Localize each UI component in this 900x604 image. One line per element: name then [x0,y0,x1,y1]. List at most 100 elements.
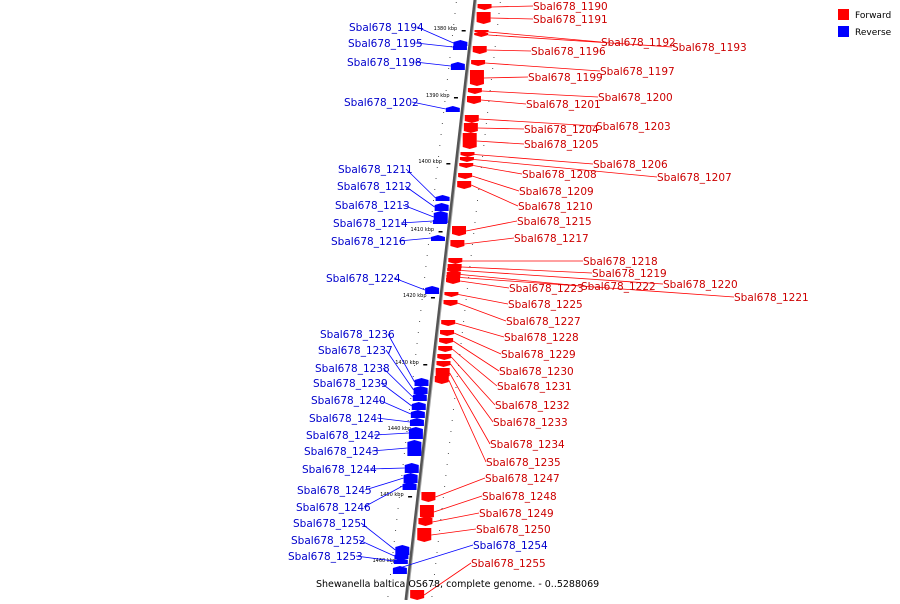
forward-leader-line [465,220,518,232]
reverse-leader-line [376,417,410,423]
reverse-leader-line [358,539,395,557]
track-dot [477,200,478,201]
track-dot [415,354,417,355]
track-dot [392,552,394,553]
reverse-gene-label: Sbal678_1195 [348,38,423,50]
tick-label: 1450 kbp [380,492,404,498]
forward-gene-Sbal678_1247 [421,492,436,502]
forward-gene-Sbal678_1210 [457,181,472,189]
reverse-gene-label: Sbal678_1239 [313,378,388,390]
track-dot [485,123,487,124]
track-dot [498,13,500,14]
reverse-gene-Sbal678_1212 [434,203,449,211]
forward-leader-line [435,477,486,498]
forward-gene-label: Sbal678_1205 [524,139,599,151]
forward-leader-line [458,294,509,305]
forward-leader-line [471,175,520,192]
forward-gene-label: Sbal678_1218 [583,256,658,268]
forward-gene-Sbal678_1249 [418,518,433,526]
track-dot [430,222,432,223]
genome-backbone [404,0,477,601]
tick-label: 1390 kbp [426,93,450,99]
forward-gene-label: Sbal678_1191 [533,14,608,26]
forward-gene-Sbal678_1190 [477,4,492,10]
reverse-gene-Sbal678_1245 [403,473,418,483]
tick-label: 1410 kbp [411,227,435,233]
tick-label: 1380 kbp [434,26,458,32]
reverse-gene-Sbal678_1238 [412,393,427,401]
forward-gene-label: Sbal678_1208 [522,169,597,181]
track-dot [471,244,473,245]
forward-gene-label: Sbal678_1233 [493,417,568,429]
forward-leader-line [450,363,494,423]
forward-leader-line [461,270,664,285]
forward-leader-line [481,90,599,98]
forward-gene-label: Sbal678_1193 [672,42,747,54]
reverse-leader-line [378,399,412,415]
forward-leader-line [486,49,532,52]
track-dot [406,431,408,432]
forward-gene-Sbal678_1209 [458,173,473,179]
track-dot [444,486,446,487]
reverse-gene-label: Sbal678_1243 [304,446,379,458]
forward-leader-line [485,62,601,72]
forward-gene-label: Sbal678_1249 [479,508,554,520]
forward-gene-Sbal678_1217 [450,240,465,248]
track-dot [421,299,423,300]
track-dot [459,354,461,355]
reverse-gene-Sbal678_1198 [450,62,465,70]
track-dot [435,178,437,179]
reverse-gene-Sbal678_1236 [414,378,429,386]
reverse-leader-line [393,277,426,291]
reverse-leader-line [416,26,454,44]
track-dot [483,145,485,146]
forward-gene-Sbal678_1205 [462,133,477,149]
forward-leader-line [464,237,515,245]
track-dot [451,35,453,36]
track-dot [397,508,399,509]
forward-leader-line [491,5,534,8]
forward-gene-label: Sbal678_1201 [526,99,601,111]
reverse-leader-line [371,447,408,452]
track-dot [401,475,403,476]
forward-gene-label: Sbal678_1203 [596,121,671,133]
forward-gene-Sbal678_1193 [474,33,489,37]
forward-gene-label: Sbal678_1192 [601,37,676,49]
track-dot [461,332,463,333]
reverse-leader-line [404,185,435,208]
track-dot [473,233,475,234]
track-dot [497,24,499,25]
forward-leader-line [471,184,519,207]
track-dot [489,90,491,91]
track-dot [400,486,402,487]
track-dot [499,2,501,3]
track-dot [414,365,416,366]
gene-labels: Sbal678_1190Sbal678_1191Sbal678_1192Sbal… [288,1,809,570]
track-dot [407,420,409,421]
track-dot [490,79,492,80]
track-dot [446,79,448,80]
reverse-gene-label: Sbal678_1241 [309,413,384,425]
forward-leader-line [460,274,582,287]
forward-gene-label: Sbal678_1217 [514,233,589,245]
track-dot [454,398,456,399]
track-dot [448,68,450,69]
reverse-gene-Sbal678_1214 [432,218,447,224]
forward-gene-label: Sbal678_1204 [524,124,599,136]
reverse-gene-label: Sbal678_1202 [344,97,419,109]
track-dot [439,145,441,146]
reverse-gene-label: Sbal678_1238 [315,363,390,375]
track-dot [494,46,496,47]
reverse-gene-Sbal678_1246 [402,482,417,490]
forward-leader-line [457,302,507,322]
reverse-gene-label: Sbal678_1224 [326,273,401,285]
forward-gene-Sbal678_1215 [452,226,467,236]
forward-gene-label: Sbal678_1210 [518,201,593,213]
track-dot [455,2,457,3]
forward-gene-label: Sbal678_1234 [490,439,565,451]
track-dot [440,519,442,520]
tick-mark [438,231,443,233]
track-dot [412,376,414,377]
reverse-gene-label: Sbal678_1198 [347,57,422,69]
track-dot [387,596,389,597]
